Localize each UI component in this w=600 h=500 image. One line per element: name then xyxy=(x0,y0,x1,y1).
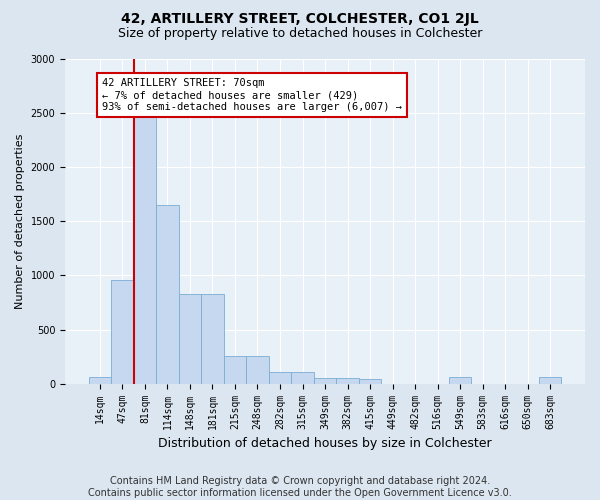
Bar xyxy=(201,294,224,384)
Bar xyxy=(111,280,134,384)
Bar xyxy=(224,356,246,384)
Bar xyxy=(89,377,111,384)
Bar xyxy=(269,372,291,384)
Text: 42, ARTILLERY STREET, COLCHESTER, CO1 2JL: 42, ARTILLERY STREET, COLCHESTER, CO1 2J… xyxy=(121,12,479,26)
Bar xyxy=(336,378,359,384)
Bar xyxy=(314,378,336,384)
Bar xyxy=(156,205,179,384)
Text: 42 ARTILLERY STREET: 70sqm
← 7% of detached houses are smaller (429)
93% of semi: 42 ARTILLERY STREET: 70sqm ← 7% of detac… xyxy=(102,78,402,112)
Bar xyxy=(246,356,269,384)
Y-axis label: Number of detached properties: Number of detached properties xyxy=(15,134,25,309)
Bar xyxy=(134,116,156,384)
Bar xyxy=(291,372,314,384)
Bar xyxy=(539,377,562,384)
Bar xyxy=(359,380,381,384)
Bar xyxy=(179,294,201,384)
Text: Size of property relative to detached houses in Colchester: Size of property relative to detached ho… xyxy=(118,28,482,40)
X-axis label: Distribution of detached houses by size in Colchester: Distribution of detached houses by size … xyxy=(158,437,492,450)
Bar xyxy=(449,377,472,384)
Text: Contains HM Land Registry data © Crown copyright and database right 2024.
Contai: Contains HM Land Registry data © Crown c… xyxy=(88,476,512,498)
